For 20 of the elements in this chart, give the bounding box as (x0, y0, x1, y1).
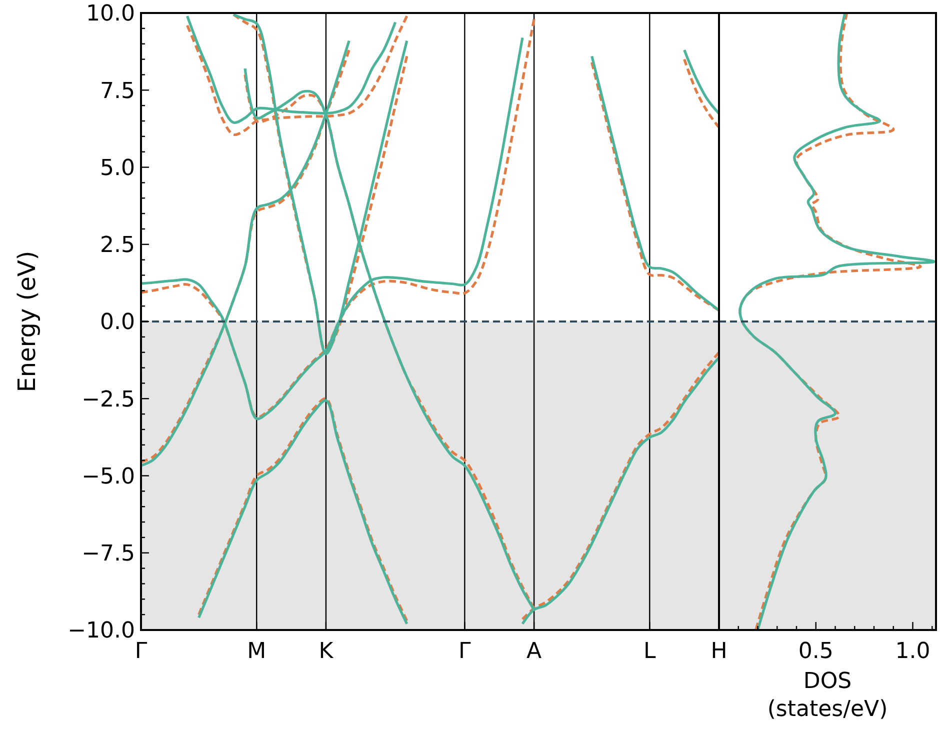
x-tick-label: Γ (134, 639, 148, 664)
y-tick-label: −5.0 (82, 464, 135, 490)
y-tick-label: −10.0 (68, 618, 135, 644)
x-tick-label: L (644, 639, 657, 664)
x-tick-label: K (318, 639, 334, 664)
y-tick-label: 10.0 (86, 2, 135, 27)
y-axis-title: Energy (eV) (13, 250, 41, 392)
y-tick-label: −7.5 (82, 542, 135, 567)
y-tick-label: 0.0 (100, 310, 135, 336)
x-tick-label: A (526, 639, 542, 664)
x-tick-label: H (710, 639, 728, 664)
y-tick-label: 2.5 (100, 233, 135, 258)
x-tick-label: M (247, 639, 266, 664)
x-tick-label: 0.5 (798, 639, 834, 664)
y-tick-label: −2.5 (82, 387, 135, 412)
x-tick-label: 1.0 (895, 639, 930, 664)
y-tick-label: 7.5 (100, 78, 135, 104)
y-tick-label: 5.0 (100, 156, 135, 181)
x-tick-label: Γ (458, 639, 472, 664)
x-axis-title: DOS (states/eV) (767, 669, 888, 722)
